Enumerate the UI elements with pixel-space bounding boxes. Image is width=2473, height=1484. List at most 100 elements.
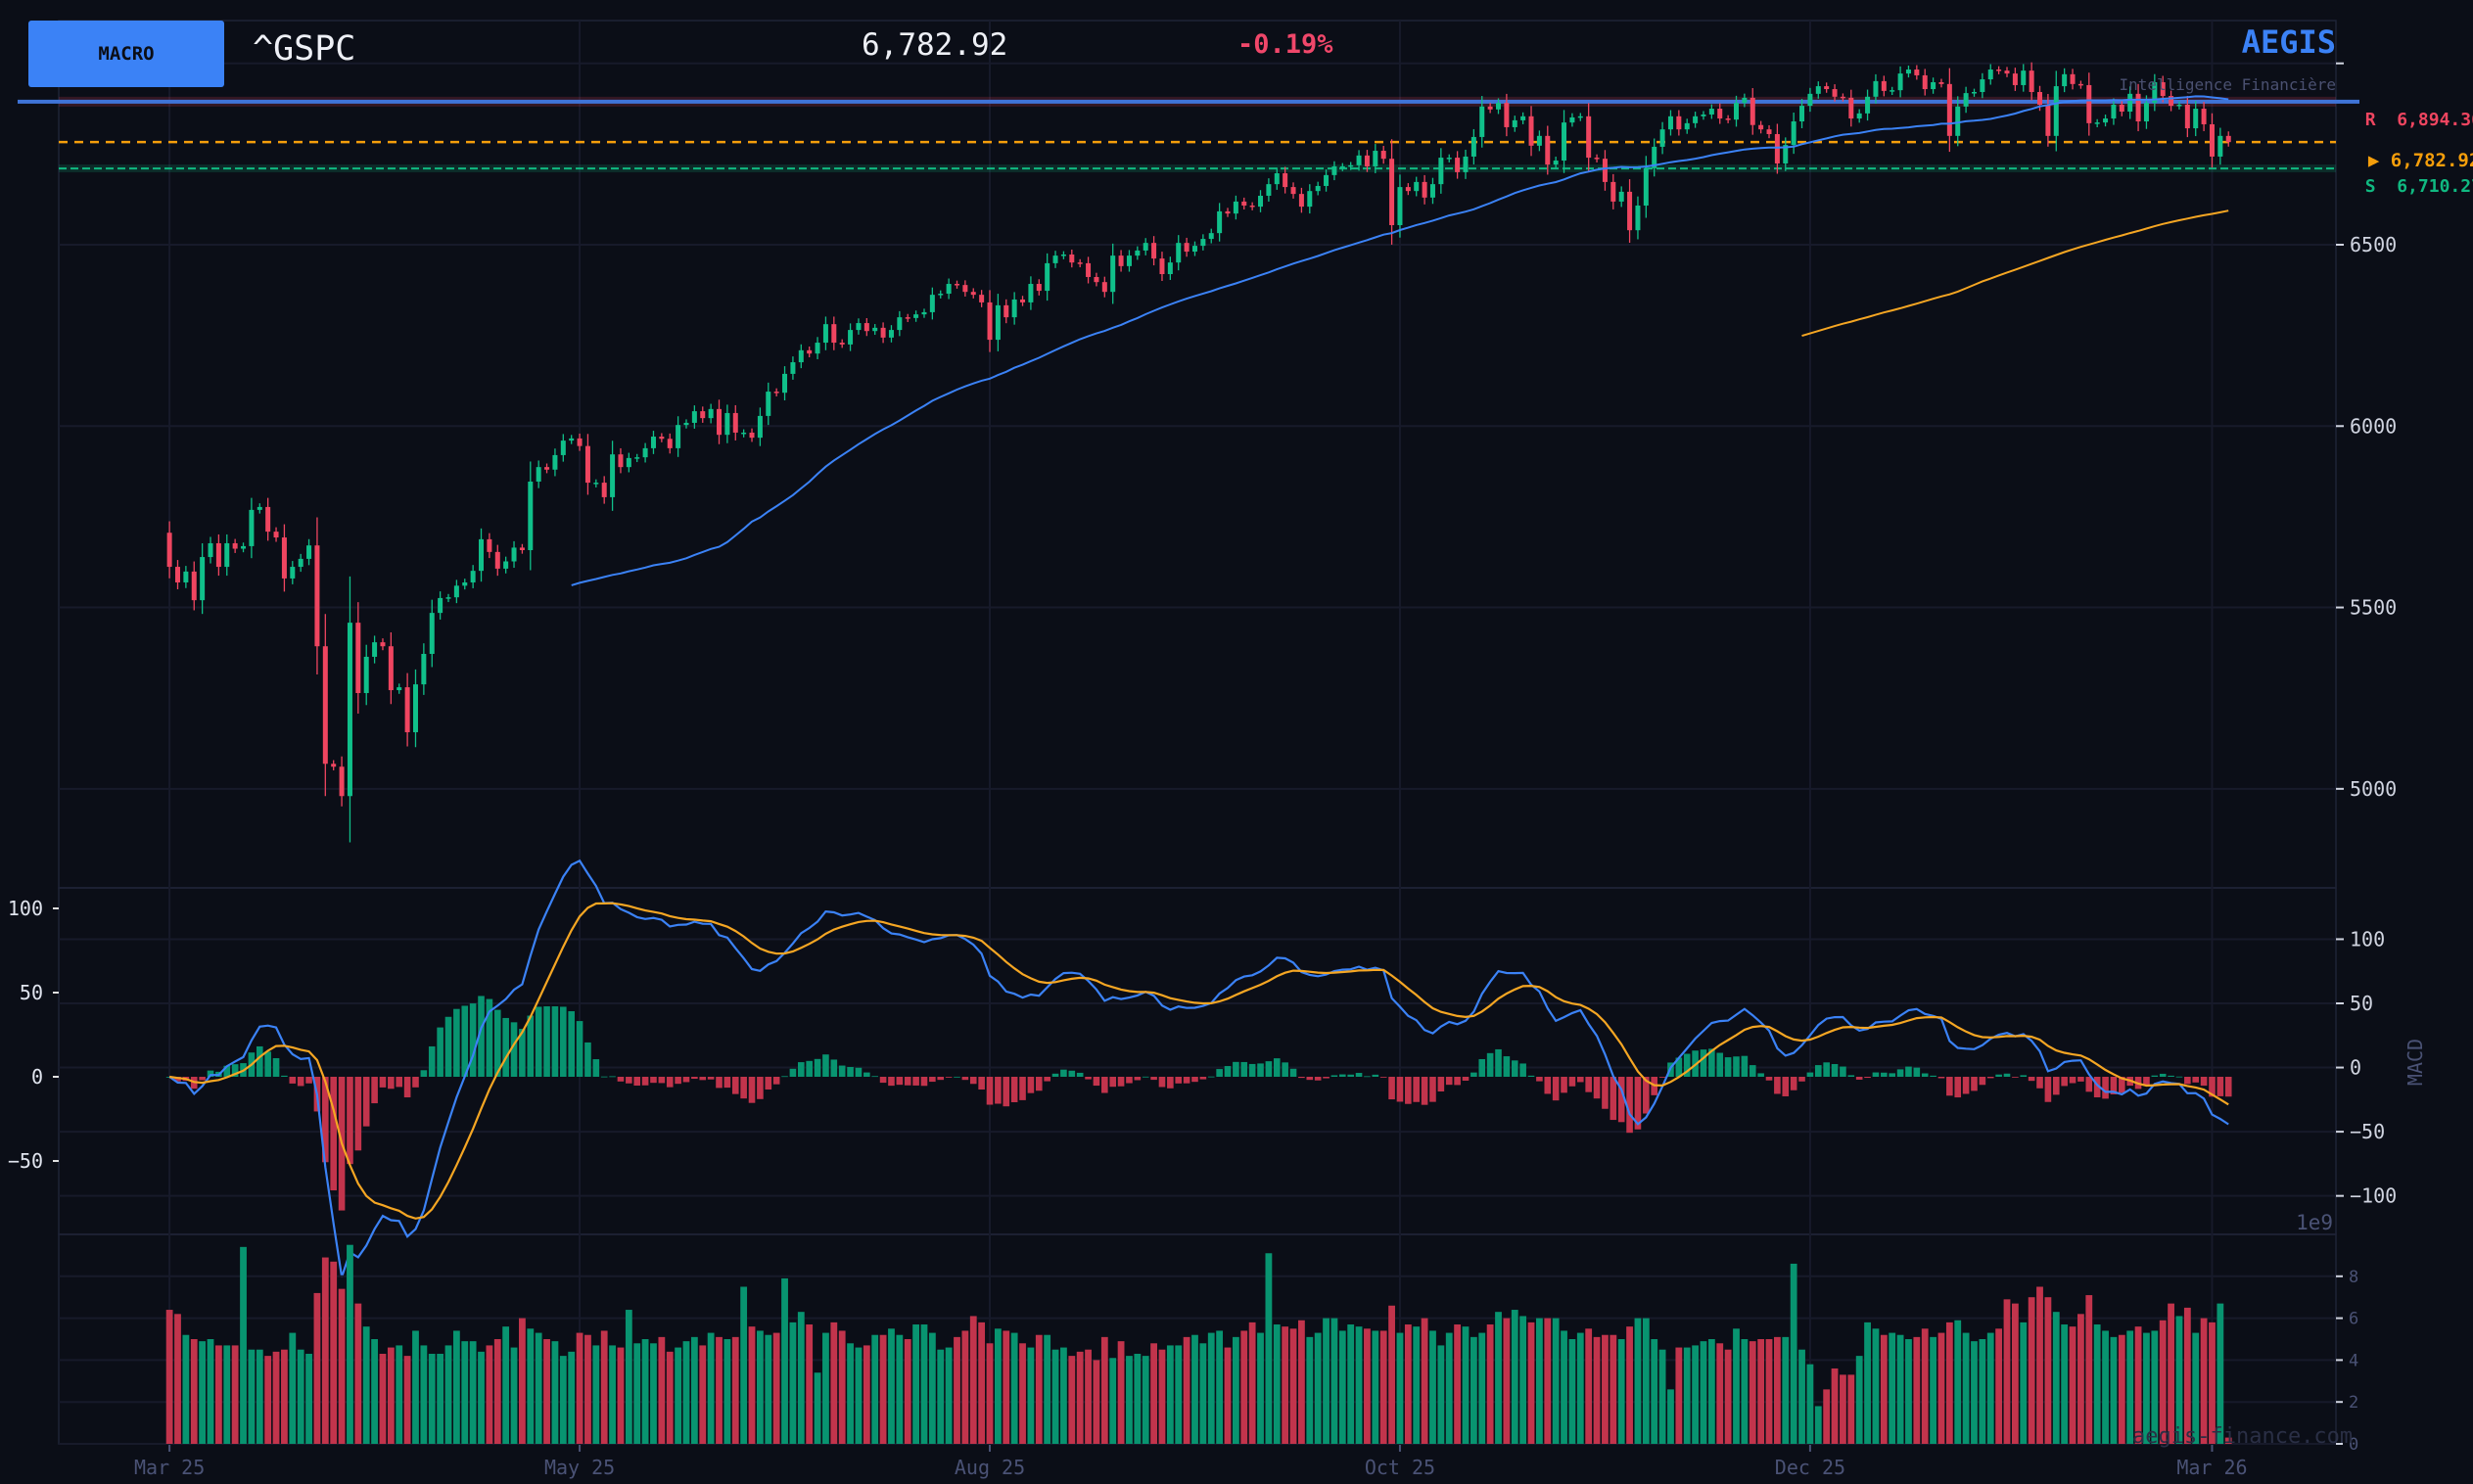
macd-histogram-bar [272,1057,280,1077]
current-price-marker-icon: ▶ [2367,150,2380,171]
candle-up [1963,93,1969,107]
candle-down [1725,118,1731,120]
candle-down [1020,299,1026,302]
macd-histogram-bar [666,1076,674,1088]
volume-bar [757,1330,764,1444]
macro-badge-button[interactable]: MACRO [28,21,224,87]
candle-down [1290,187,1296,195]
volume-bar [1117,1341,1125,1444]
volume-bar [2093,1324,2101,1444]
volume-bar [1076,1351,1084,1444]
candle-down [2119,104,2124,113]
volume-bar [1585,1328,1593,1444]
candle-down [880,327,886,338]
macd-histogram-bar [740,1076,747,1099]
x-tick-label: May 25 [544,1456,615,1479]
candle-up [1167,262,1173,275]
macd-histogram-bar [2192,1076,2200,1083]
volume-bar [666,1351,674,1444]
macd-left-tick-label: 100 [8,897,43,920]
macd-histogram-bar [289,1076,297,1084]
candle-down [773,392,779,394]
volume-bar [1355,1326,1363,1444]
candle-down [404,687,410,733]
candle-up [2143,103,2149,122]
candle-down [2077,83,2083,86]
volume-bar [1675,1347,1683,1444]
volume-bar [1790,1263,1797,1444]
volume-bar [1379,1330,1387,1444]
volume-bar [1478,1332,1486,1444]
candle-down [1766,129,1772,134]
candle-up [1028,284,1034,302]
macd-histogram-bar [1134,1076,1142,1081]
volume-bar [1010,1332,1018,1444]
macd-histogram-bar [879,1076,887,1084]
macd-histogram-bar [1519,1063,1526,1077]
candle-down [1077,262,1083,264]
volume-bar [1511,1310,1518,1444]
volume-bar [190,1339,198,1444]
macd-histogram-bar [1568,1076,1576,1087]
macd-histogram-bar [2020,1075,2028,1077]
macd-histogram-bar [1576,1076,1584,1083]
candle-down [494,551,500,569]
candle-down [314,545,320,647]
candle-up [1799,106,1805,122]
macd-histogram-bar [1749,1065,1756,1077]
candle-up [1274,173,1280,185]
macd-histogram-bar [961,1076,969,1081]
candle-up [913,314,919,318]
candle-up [1052,255,1058,263]
last-price: 6,782.92 [862,27,1008,63]
volume-bar [330,1261,338,1444]
candle-up [1463,156,1469,172]
volume-bar [289,1332,297,1444]
macd-histogram-bar [1986,1076,1994,1079]
volume-bar [1109,1358,1117,1444]
volume-bar [1191,1334,1198,1444]
candle-down [1545,135,1551,165]
volume-bar [1667,1389,1674,1444]
volume-bar [1150,1343,1157,1444]
volume-bar [1733,1328,1740,1444]
candle-up [1191,246,1197,253]
macd-histogram-bar [781,1076,788,1078]
candle-up [1233,201,1238,214]
macd-histogram-bar [584,1042,591,1077]
candle-up [2193,109,2199,129]
macd-histogram-bar [1896,1069,1904,1077]
candle-up [1126,255,1132,266]
volume-bar [1273,1324,1281,1444]
volume-bar [1847,1374,1855,1444]
volume-bar [978,1322,986,1444]
volume-bar [207,1339,214,1444]
macd-histogram-bar [1175,1076,1183,1084]
candle-down [281,537,287,579]
volume-bar [1216,1330,1224,1444]
candle-down [339,766,345,797]
volume-bar [2118,1334,2125,1444]
volume-bar [420,1345,428,1444]
macd-histogram-bar [478,996,485,1077]
volume-bar [904,1339,911,1444]
volume-bar [2192,1332,2200,1444]
volume-bar [1561,1330,1567,1444]
macd-histogram-bar [830,1059,838,1077]
macd-line [168,858,2229,1277]
macd-histogram-bar [2052,1076,2060,1095]
candle-down [1241,201,1247,206]
volume-bar [1060,1347,1067,1444]
macd-histogram-bar [1101,1076,1108,1093]
macd-histogram-bar [568,1011,575,1077]
volume-bar [1872,1328,1880,1444]
candle-down [1487,106,1493,110]
volume-bar [2200,1318,2208,1444]
candle-down [1610,181,1616,202]
volume-bar [699,1345,707,1444]
macd-histogram-bar [2102,1076,2109,1099]
moving-average-50-line [571,95,2229,586]
candle-down [732,412,738,433]
macd-histogram-bar [2061,1076,2068,1087]
macd-histogram-bar [2200,1076,2208,1087]
